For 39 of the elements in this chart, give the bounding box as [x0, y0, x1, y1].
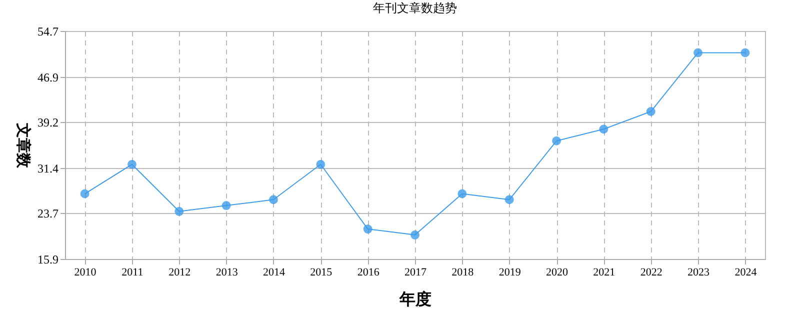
point: [269, 195, 278, 204]
x-tick-label: 2020: [546, 266, 569, 278]
y-tick-label: 23.7: [38, 206, 58, 221]
point: [174, 206, 184, 216]
x-tick-label: 2011: [122, 266, 144, 278]
x-tick-label: 2013: [216, 266, 238, 278]
x-tick-label: 2012: [168, 266, 191, 278]
chart-title: 年刊文章数趋势: [373, 1, 457, 15]
point: [363, 224, 372, 234]
point: [458, 189, 467, 198]
point: [646, 107, 656, 116]
point: [552, 136, 561, 146]
point: [316, 160, 326, 169]
x-tick-label: 2024: [734, 266, 758, 278]
y-axis-title: 文章数: [14, 122, 32, 169]
y-tick-label: 54.7: [38, 24, 58, 38]
point: [694, 48, 702, 58]
y-tick-label: 15.9: [38, 252, 58, 266]
x-tick-label: 2014: [262, 266, 286, 278]
point: [740, 48, 750, 58]
point: [128, 160, 136, 169]
x-axis-title: 年度: [398, 290, 432, 308]
point: [80, 189, 90, 198]
point: [222, 201, 231, 210]
x-tick-label: 2017: [404, 266, 427, 278]
x-tick-label: 2022: [640, 266, 662, 278]
x-tick-label: 2019: [498, 266, 522, 278]
x-tick-label: 2018: [452, 266, 474, 278]
y-tick-label: 31.4: [38, 161, 58, 176]
point: [410, 230, 420, 240]
x-tick-label: 2010: [74, 266, 97, 278]
x-tick-label: 2021: [593, 266, 616, 278]
x-tick-label: 2016: [357, 266, 380, 278]
x-tick-label: 2015: [310, 266, 333, 278]
y-tick-label: 46.9: [38, 70, 58, 84]
y-tick-label: 39.2: [38, 116, 58, 130]
x-tick-label: 2023: [688, 266, 710, 278]
point: [504, 195, 514, 204]
point: [599, 124, 608, 134]
